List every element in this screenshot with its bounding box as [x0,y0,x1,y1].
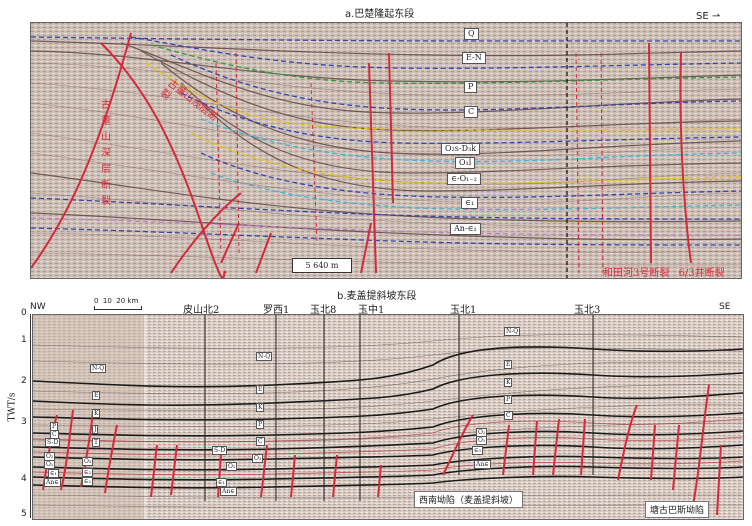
seismic-section-b [32,314,744,520]
panel-b-title: b.麦盖提斜坡东段 [337,291,417,302]
horizon-label-p: P [464,81,478,93]
arrow-right-icon: ⇀ [711,11,721,22]
orientation-label: SE [696,11,709,22]
strat-label-mid-cam1: ∈₁ [216,478,227,487]
seismic-section-a [30,22,742,279]
strat-label-left-o3: O₃ [82,457,94,466]
strat-label-left-t: T [92,438,101,447]
strat-label-right-p: P [504,395,513,404]
strat-label-left-ane: An∈ [44,478,61,487]
strat-label-mid-e: E [256,385,265,394]
horizon-label-e-n: E-N [462,52,486,64]
strat-label-left-cam1: ∈₁ [48,469,59,478]
well-luoxi1: 罗西1 [263,305,290,316]
strat-label-right-cam3: ∈₃ [472,446,483,455]
y-axis-label: TWT/s [7,392,18,422]
fault-label-hetianhe: 和田河3号断裂 6/3井断裂 [603,264,725,279]
scale-bar-b: 0 10 20 km [94,297,142,310]
strat-label-left-j: J [92,425,99,434]
y-tick-4: 4 [21,474,27,484]
well-yubei1: 玉北1 [450,305,477,316]
panel-a-orientation: SE ⇀ [696,11,720,22]
well-pishanbei2: 皮山北2 [183,305,220,316]
panel-a-title: a.巴楚隆起东段 [345,9,415,20]
strat-label-left-e: E [92,391,101,400]
y-tick-0: 0 [21,308,27,318]
strat-label-left-nq: N-Q [90,364,107,373]
y-tick-1: 1 [21,335,27,345]
strat-label-mid-o2: O₂ [226,462,238,471]
strat-label-mid-o3: O₃ [252,454,264,463]
strat-label-left-o1: O₁ [44,460,56,469]
strat-label-right-k: K [504,378,513,387]
strat-label-left-k: K [92,409,101,418]
y-tick-5: 5 [21,509,27,519]
y-axis [30,314,31,518]
scale-bar-b-label: 0 10 20 km [94,297,139,305]
strat-label-left-sd: S-D [45,438,61,447]
strat-label-right-o1: O₁ [476,436,488,445]
well-yuzhong1: 玉中1 [358,305,385,316]
strat-label-left-cam2: ∈₂ [82,477,93,486]
horizon-label-q: Q [464,28,479,40]
region-tanggubasi-depression: 塘古巴斯坳陷 [645,501,710,518]
fault-label-deep: 古董山深层断裂 [101,100,111,207]
strat-label-mid-ane: An∈ [220,487,237,496]
horizon-label-o1l: O₁l [455,157,476,169]
horizon-label-cambrian-ordovician: ∈-O₁₋₂ [447,173,481,185]
strat-label-right-e: E [504,360,513,369]
strat-label-right-c: C [504,411,513,420]
region-southwest-depression: 西南坳陷（麦盖提斜坡） [414,491,524,508]
strat-label-right-ane: An∈ [474,460,491,469]
strat-label-mid-nq: N-Q [256,352,273,361]
strat-label-mid-p: P [256,420,265,429]
se-label: SE [719,302,731,312]
scale-bar-a: 5 640 m [292,258,352,273]
seismic-image-b [33,315,743,519]
well-yubei3: 玉北3 [574,305,601,316]
strat-label-mid-c: C [256,437,265,446]
horizon-label-o2s-d3k: O₂s-D₃k [441,143,481,155]
horizon-label-cambrian-1: ∈₁ [461,197,479,209]
fault-label-hetianhe-text: 和田河3号断裂 [603,268,670,279]
strat-label-mid-sd: S-D [212,446,228,455]
horizon-label-an-cambrian: An-∈₁ [450,223,481,235]
scale-bar-a-label: 5 640 m [305,261,339,270]
strat-label-mid-k: K [256,403,265,412]
horizon-label-c: C [464,106,479,118]
scale-bar-b-line [94,306,142,310]
seismic-image-a [31,23,741,278]
y-tick-3: 3 [21,417,27,427]
nw-label: NW [30,302,46,312]
fault-label-63-text: 6/3井断裂 [678,268,725,279]
well-yubei8: 玉北8 [310,305,337,316]
y-tick-2: 2 [21,376,27,386]
strat-label-right-nq: N-Q [504,327,521,336]
strat-label-left-cam3: ∈₃ [82,468,93,477]
